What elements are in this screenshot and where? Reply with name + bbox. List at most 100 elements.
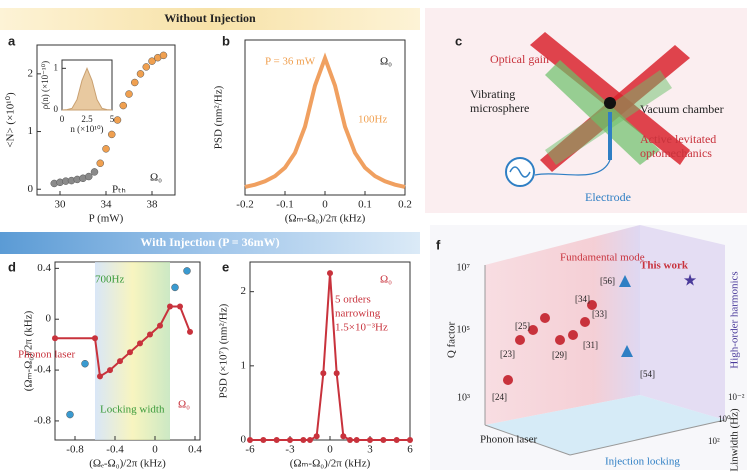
x-tick-label: -3 xyxy=(285,444,295,456)
header: Without Injection xyxy=(164,11,256,25)
annotation: Ω₀ xyxy=(380,56,392,68)
label: This work xyxy=(640,260,689,272)
point xyxy=(125,90,133,98)
line xyxy=(244,52,406,189)
label: 10⁵ xyxy=(457,324,471,335)
x-tick-label: 0 xyxy=(322,199,328,211)
label: Vibrating xyxy=(470,87,515,101)
y-axis-label: PSD (nm²/Hz) xyxy=(213,85,225,149)
x-tick-label: -0.4 xyxy=(106,444,124,456)
label: optomechanics xyxy=(640,146,712,160)
point xyxy=(148,57,156,65)
line xyxy=(250,273,410,441)
point xyxy=(183,267,191,275)
point xyxy=(102,145,110,153)
label: [31] xyxy=(583,340,598,350)
panel-label: f xyxy=(436,237,441,252)
annotation: 100Hz xyxy=(358,114,387,126)
label: Injection locking xyxy=(605,456,680,468)
label: 10⁷ xyxy=(457,262,471,273)
point xyxy=(119,101,127,110)
x-tick-label: 0.1 xyxy=(358,199,372,211)
y-tick-label: 0 xyxy=(54,104,59,114)
marker xyxy=(107,367,113,374)
label: Q factor xyxy=(446,321,458,358)
annotation: Locking width xyxy=(100,404,165,416)
marker xyxy=(347,437,353,443)
y-tick-label: 2 xyxy=(28,67,34,79)
label: Electrode xyxy=(585,190,631,204)
marker xyxy=(177,303,183,310)
point xyxy=(81,359,89,368)
marker xyxy=(367,437,373,443)
annotation: narrowing xyxy=(335,308,381,320)
label: Fundamental mode xyxy=(560,252,645,264)
x-tick-label: 0.2 xyxy=(398,199,412,211)
x-axis-label: P (mW) xyxy=(89,213,124,225)
y-tick-label: 2 xyxy=(241,285,247,297)
label: 10³ xyxy=(457,392,470,403)
marker xyxy=(127,349,133,356)
y-tick-label: -0.8 xyxy=(34,414,52,426)
x-tick-label: 0.4 xyxy=(188,444,202,456)
header: With Injection (P = 36mW) xyxy=(140,235,279,249)
label: Vacuum chamber xyxy=(640,102,724,116)
label: Linwidth (Hz) xyxy=(729,408,741,472)
x-tick-label: -0.1 xyxy=(276,199,293,211)
x-tick-label: 0 xyxy=(327,444,333,456)
marker xyxy=(300,437,307,443)
marker xyxy=(117,358,123,365)
annotation: Ω₀ xyxy=(150,172,162,184)
x-axis-label: (Ωₘ-Ω₀)/2π (kHz) xyxy=(285,213,366,225)
label: High-order harmonics xyxy=(729,271,741,368)
marker xyxy=(247,437,253,443)
x-tick-label: -6 xyxy=(245,444,255,456)
panel-label: c xyxy=(455,33,462,48)
label: 10⁰ xyxy=(718,414,731,424)
label: Active levitated xyxy=(640,132,716,146)
point xyxy=(159,51,168,60)
x-axis-label: (Ωₘ-Ω₀)/2π (kHz) xyxy=(290,458,371,470)
marker xyxy=(92,335,98,342)
y-tick-label: 1 xyxy=(241,359,247,371)
point xyxy=(131,78,139,87)
marker xyxy=(260,437,267,443)
x-tick-label: 3 xyxy=(367,444,373,456)
marker xyxy=(187,328,193,335)
marker xyxy=(97,373,103,380)
y-axis-label: PSD (×10⁷) (nm²/Hz) xyxy=(218,303,230,398)
marker xyxy=(52,335,58,342)
annotation: 700Hz xyxy=(95,274,124,286)
marker xyxy=(167,303,173,310)
panel-label: e xyxy=(222,259,229,274)
panel-label: b xyxy=(222,33,230,48)
x-axis-label: n (×10¹⁰) xyxy=(70,124,103,134)
x-tick-label: 30 xyxy=(55,199,67,211)
marker xyxy=(353,437,360,443)
point xyxy=(142,63,150,71)
marker xyxy=(273,437,280,443)
label: Optical gain xyxy=(490,52,549,66)
panel-label: a xyxy=(8,33,16,48)
svg-text:★: ★ xyxy=(683,273,697,290)
annotation: Ω₀ xyxy=(178,399,190,411)
y-tick-label: 1 xyxy=(28,125,34,137)
label: [56] xyxy=(600,276,615,286)
y-tick-label: 0.4 xyxy=(37,262,51,274)
point xyxy=(96,159,104,168)
marker xyxy=(393,437,400,443)
marker xyxy=(320,370,327,377)
y-tick-label: 0 xyxy=(46,313,52,325)
y-tick-label: 0 xyxy=(28,183,34,195)
annotation: 5 orders xyxy=(335,294,371,306)
label: Phonon laser xyxy=(480,434,537,446)
x-tick-label: 0 xyxy=(152,444,158,456)
point xyxy=(108,130,116,139)
y-axis-label: <N> (×10¹⁰) xyxy=(5,92,17,148)
point xyxy=(171,283,179,292)
annotation: Phonon laser xyxy=(18,349,75,361)
label: [25] xyxy=(515,321,530,331)
label: [29] xyxy=(552,350,567,360)
x-tick-label: 38 xyxy=(147,199,159,211)
